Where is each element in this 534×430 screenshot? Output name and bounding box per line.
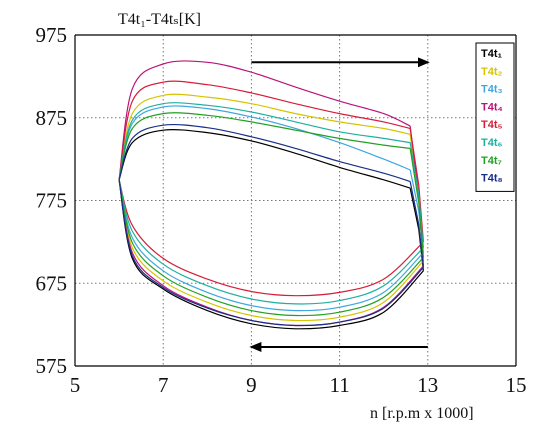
legend-entry-2: T4t₂ xyxy=(481,66,503,78)
y-tick-label-3: 675 xyxy=(36,271,68,295)
series-7-right-connector xyxy=(409,148,424,258)
legend: T4t₁ T4t₂ T4t₃ T4t₄ T4t₅ T4t₆ T4t₇ T4t₈ xyxy=(475,42,515,192)
series-5-upper-line xyxy=(118,80,411,180)
series-5 xyxy=(118,80,424,297)
series-6 xyxy=(118,102,424,305)
series-1-lower-line xyxy=(118,179,424,330)
series-2-upper-line xyxy=(118,93,411,180)
series-layer xyxy=(118,60,424,330)
x-tick-label-1: 7 xyxy=(158,373,169,397)
series-8-upper-line xyxy=(118,123,411,183)
series-7-upper-line xyxy=(118,112,411,180)
y-axis-title: T4t₁-T4tₛ[K] xyxy=(118,11,201,28)
y-tick-label-0: 975 xyxy=(36,23,68,47)
series-6-lower-line xyxy=(118,179,424,305)
series-4-upper-line xyxy=(118,60,411,180)
series-7 xyxy=(118,112,424,317)
legend-entry-4: T4t₄ xyxy=(481,101,503,113)
series-1-upper-line xyxy=(118,129,411,189)
series-6-upper-line xyxy=(118,102,411,180)
series-8-right-connector xyxy=(409,181,424,268)
series-3-lower-line xyxy=(118,179,424,312)
y-tick-label-2: 775 xyxy=(36,189,68,213)
series-3-upper-line xyxy=(118,105,411,180)
legend-box xyxy=(475,42,515,192)
x-tick-label-3: 11 xyxy=(329,373,349,397)
series-5-right-connector xyxy=(409,128,424,242)
legend-entry-8: T4t₈ xyxy=(481,173,503,185)
y-tick-label-4: 575 xyxy=(36,354,68,378)
y-tick-label-1: 875 xyxy=(36,106,68,130)
annotations xyxy=(249,57,430,352)
x-tick-label-2: 9 xyxy=(246,373,257,397)
series-2-lower-line xyxy=(118,179,424,322)
series-5-lower-line xyxy=(118,179,424,297)
x-tick-label-5: 15 xyxy=(506,373,527,397)
series-8-lower-line xyxy=(118,179,424,327)
x-axis-title: n [r.p.m x 1000] xyxy=(370,405,474,422)
legend-entry-5: T4t₅ xyxy=(481,119,503,131)
x-tick-label-4: 13 xyxy=(417,373,438,397)
series-7-lower-line xyxy=(118,179,424,317)
legend-entry-7: T4t₇ xyxy=(481,155,502,167)
x-tick-label-0: 5 xyxy=(70,373,81,397)
legend-entry-3: T4t₃ xyxy=(481,84,503,96)
series-8 xyxy=(118,123,424,327)
legend-entry-1: T4t₁ xyxy=(481,48,503,60)
legend-entry-6: T4t₆ xyxy=(481,137,503,149)
ticks: 5 7 9 11 13 15 975 875 775 675 575 xyxy=(36,23,527,397)
grid xyxy=(75,35,516,366)
series-6-right-connector xyxy=(409,142,424,248)
